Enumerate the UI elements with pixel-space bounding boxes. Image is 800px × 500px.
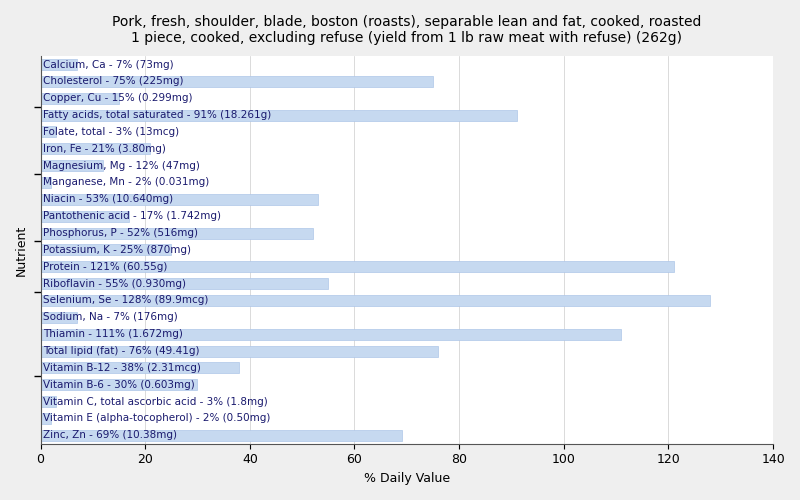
Text: Manganese, Mn - 2% (0.031mg): Manganese, Mn - 2% (0.031mg) [43,178,210,188]
Text: Sodium, Na - 7% (176mg): Sodium, Na - 7% (176mg) [43,312,178,322]
Text: Magnesium, Mg - 12% (47mg): Magnesium, Mg - 12% (47mg) [43,160,200,170]
Text: Vitamin B-6 - 30% (0.603mg): Vitamin B-6 - 30% (0.603mg) [43,380,195,390]
Text: Zinc, Zn - 69% (10.38mg): Zinc, Zn - 69% (10.38mg) [43,430,177,440]
Text: Potassium, K - 25% (870mg): Potassium, K - 25% (870mg) [43,245,191,255]
Bar [41,430,402,441]
Bar [41,312,77,323]
Text: Vitamin E (alpha-tocopherol) - 2% (0.50mg): Vitamin E (alpha-tocopherol) - 2% (0.50m… [43,414,270,424]
Bar [41,177,51,188]
Bar [41,295,710,306]
Text: Protein - 121% (60.55g): Protein - 121% (60.55g) [43,262,167,272]
Text: Copper, Cu - 15% (0.299mg): Copper, Cu - 15% (0.299mg) [43,93,193,103]
Text: Iron, Fe - 21% (3.80mg): Iron, Fe - 21% (3.80mg) [43,144,166,154]
Bar [41,362,239,374]
Bar [41,413,51,424]
Text: Cholesterol - 75% (225mg): Cholesterol - 75% (225mg) [43,76,184,86]
Bar [41,396,56,407]
Bar [41,160,103,171]
Bar [41,194,318,205]
Bar [41,126,56,138]
Bar [41,244,171,256]
Text: Thiamin - 111% (1.672mg): Thiamin - 111% (1.672mg) [43,329,183,339]
Bar [41,278,328,289]
Text: Vitamin C, total ascorbic acid - 3% (1.8mg): Vitamin C, total ascorbic acid - 3% (1.8… [43,396,268,406]
Bar [41,144,150,154]
Bar [41,328,622,340]
Text: Vitamin B-12 - 38% (2.31mcg): Vitamin B-12 - 38% (2.31mcg) [43,363,201,373]
Bar [41,262,674,272]
Bar [41,380,198,390]
Text: Total lipid (fat) - 76% (49.41g): Total lipid (fat) - 76% (49.41g) [43,346,200,356]
X-axis label: % Daily Value: % Daily Value [364,472,450,485]
Text: Fatty acids, total saturated - 91% (18.261g): Fatty acids, total saturated - 91% (18.2… [43,110,271,120]
Text: Phosphorus, P - 52% (516mg): Phosphorus, P - 52% (516mg) [43,228,198,238]
Text: Folate, total - 3% (13mcg): Folate, total - 3% (13mcg) [43,127,179,137]
Text: Selenium, Se - 128% (89.9mcg): Selenium, Se - 128% (89.9mcg) [43,296,209,306]
Bar [41,346,438,356]
Text: Riboflavin - 55% (0.930mg): Riboflavin - 55% (0.930mg) [43,278,186,288]
Text: Calcium, Ca - 7% (73mg): Calcium, Ca - 7% (73mg) [43,60,174,70]
Bar [41,228,313,238]
Bar [41,210,130,222]
Title: Pork, fresh, shoulder, blade, boston (roasts), separable lean and fat, cooked, r: Pork, fresh, shoulder, blade, boston (ro… [112,15,702,45]
Bar [41,92,119,104]
Text: Niacin - 53% (10.640mg): Niacin - 53% (10.640mg) [43,194,174,204]
Bar [41,110,517,120]
Bar [41,59,77,70]
Text: Pantothenic acid - 17% (1.742mg): Pantothenic acid - 17% (1.742mg) [43,211,221,221]
Bar [41,76,433,87]
Y-axis label: Nutrient: Nutrient [15,224,28,276]
